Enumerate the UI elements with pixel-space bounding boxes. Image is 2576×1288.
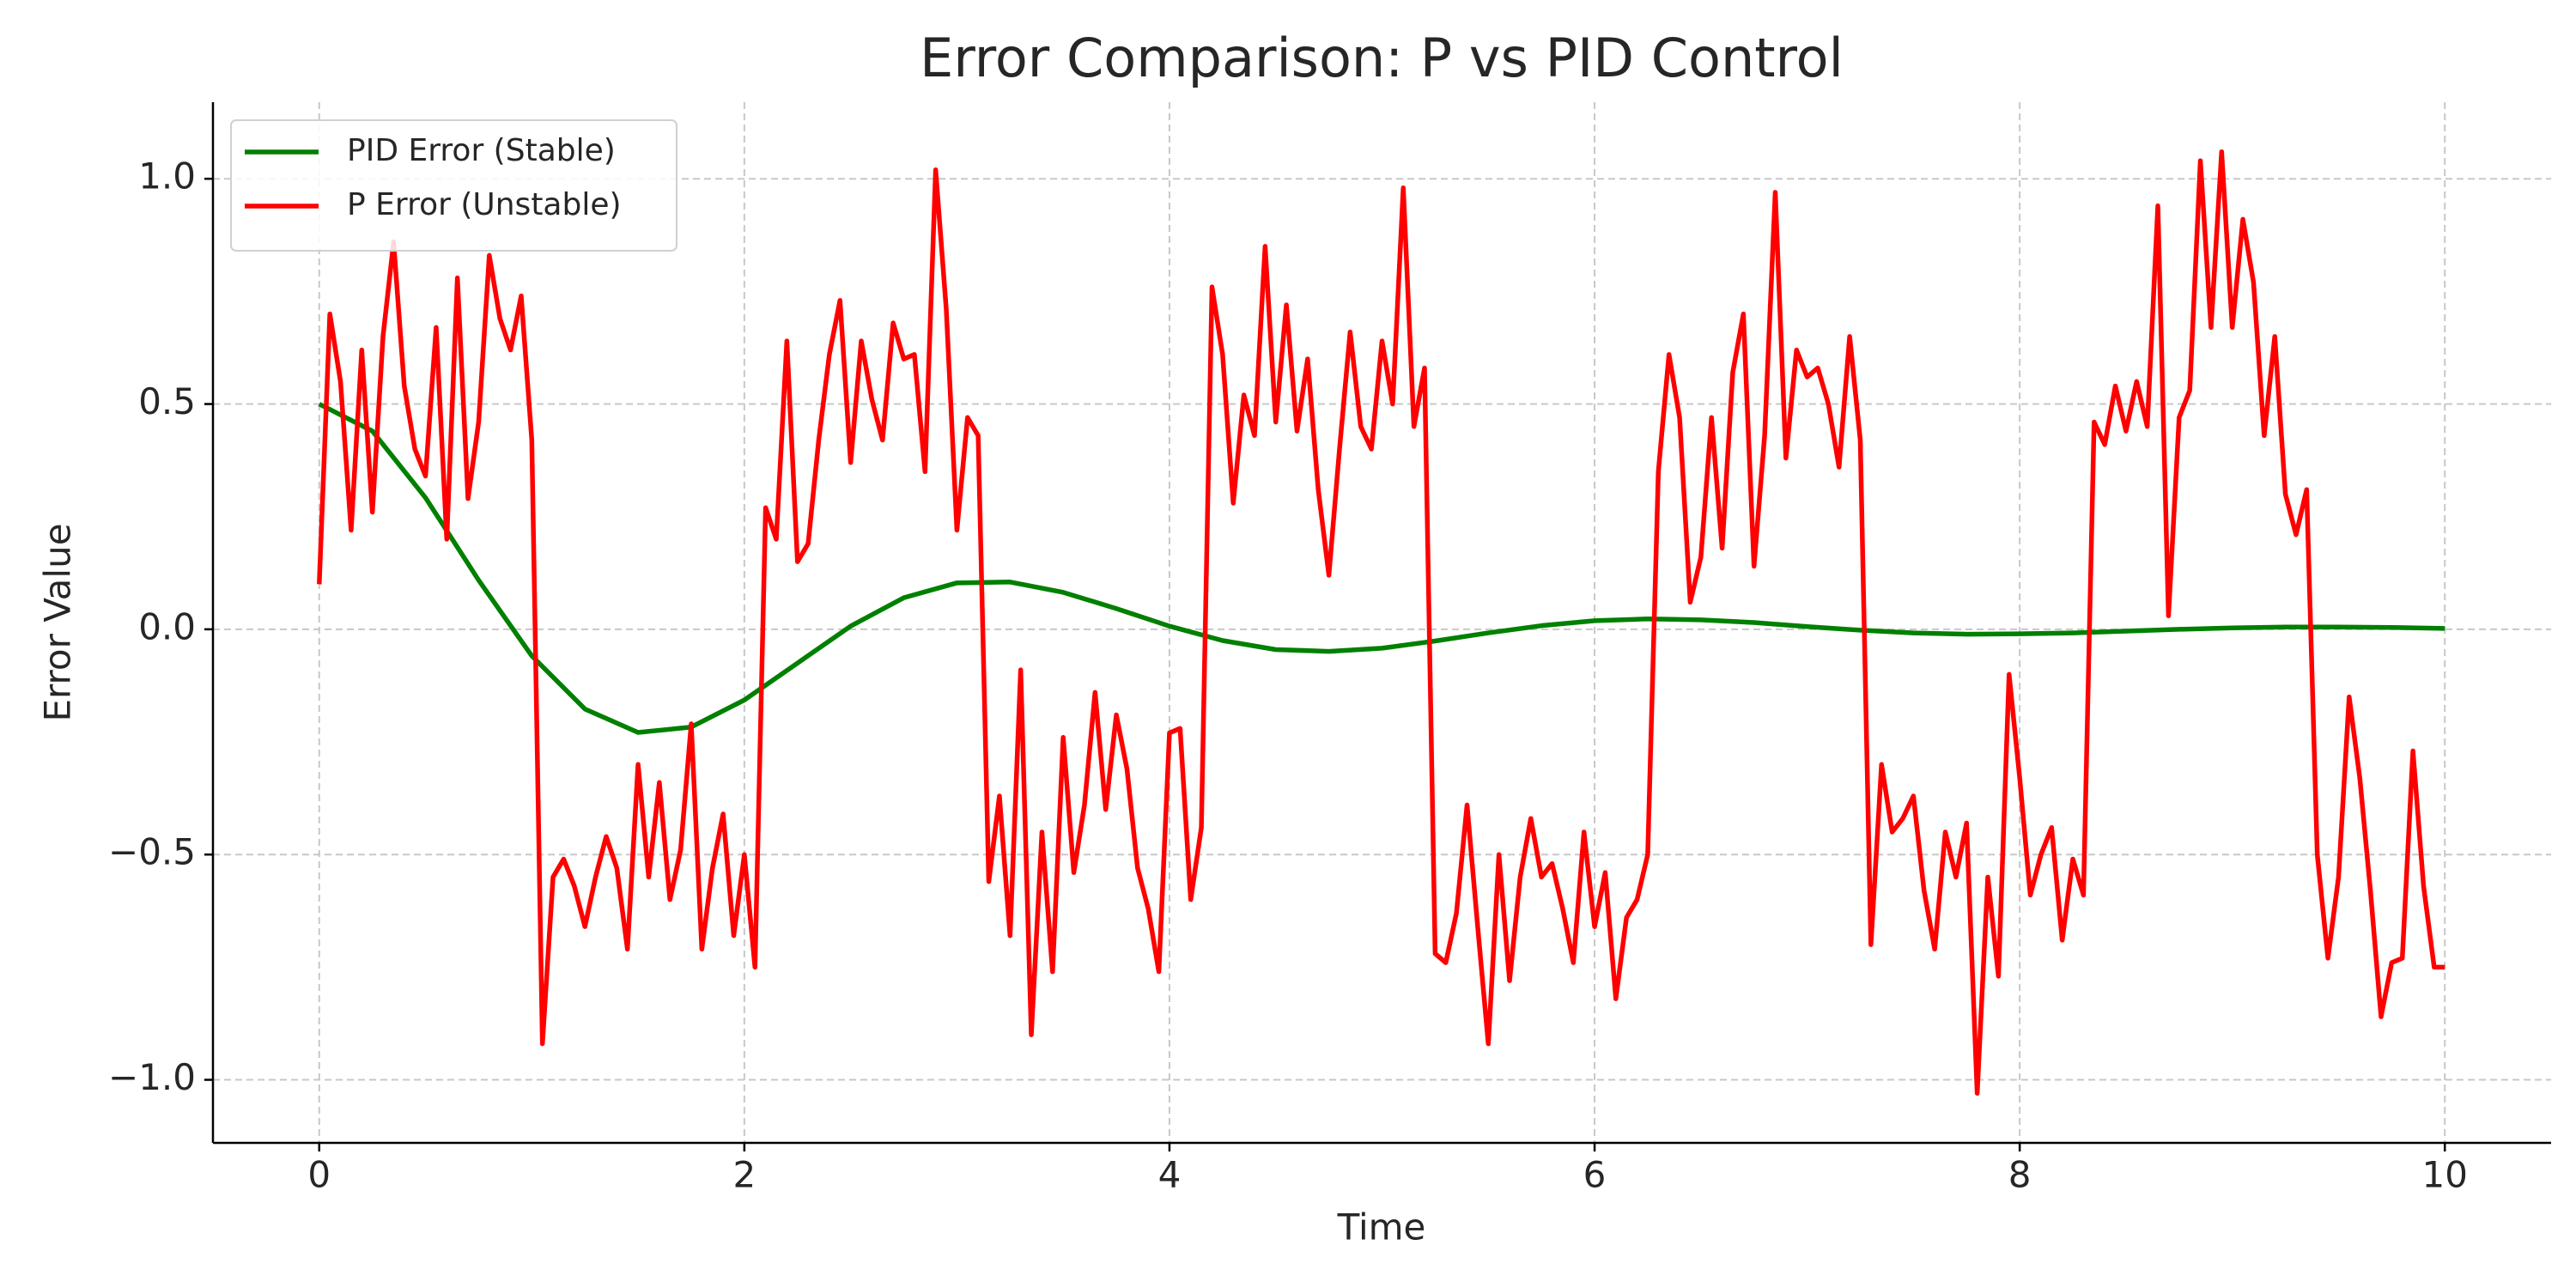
legend-label: PID Error (Stable) [347,133,616,168]
y-tick-label: 0.0 [138,605,196,647]
x-tick-label: 6 [1583,1154,1607,1196]
series-line [318,402,2445,735]
y-tick-label: −1.0 [108,1056,196,1098]
legend-label: P Error (Unstable) [347,187,622,222]
x-tick-label: 10 [2422,1154,2468,1196]
x-tick-label: 2 [732,1154,756,1196]
y-tick-label: −0.5 [108,831,196,873]
y-tick-label: 0.5 [138,380,196,422]
x-tick-label: 0 [307,1154,331,1196]
legend-frame [230,119,677,252]
y-axis-label: Error Value [37,523,79,721]
x-tick-label: 8 [2008,1154,2032,1196]
series-line [317,149,2445,1097]
legend: PID Error (Stable) P Error (Unstable) [230,119,677,252]
x-tick-label: 4 [1158,1154,1182,1196]
chart-title: Error Comparison: P vs PID Control [920,27,1844,89]
y-tick-label: 1.0 [138,155,196,197]
x-axis-label: Time [1337,1206,1426,1249]
